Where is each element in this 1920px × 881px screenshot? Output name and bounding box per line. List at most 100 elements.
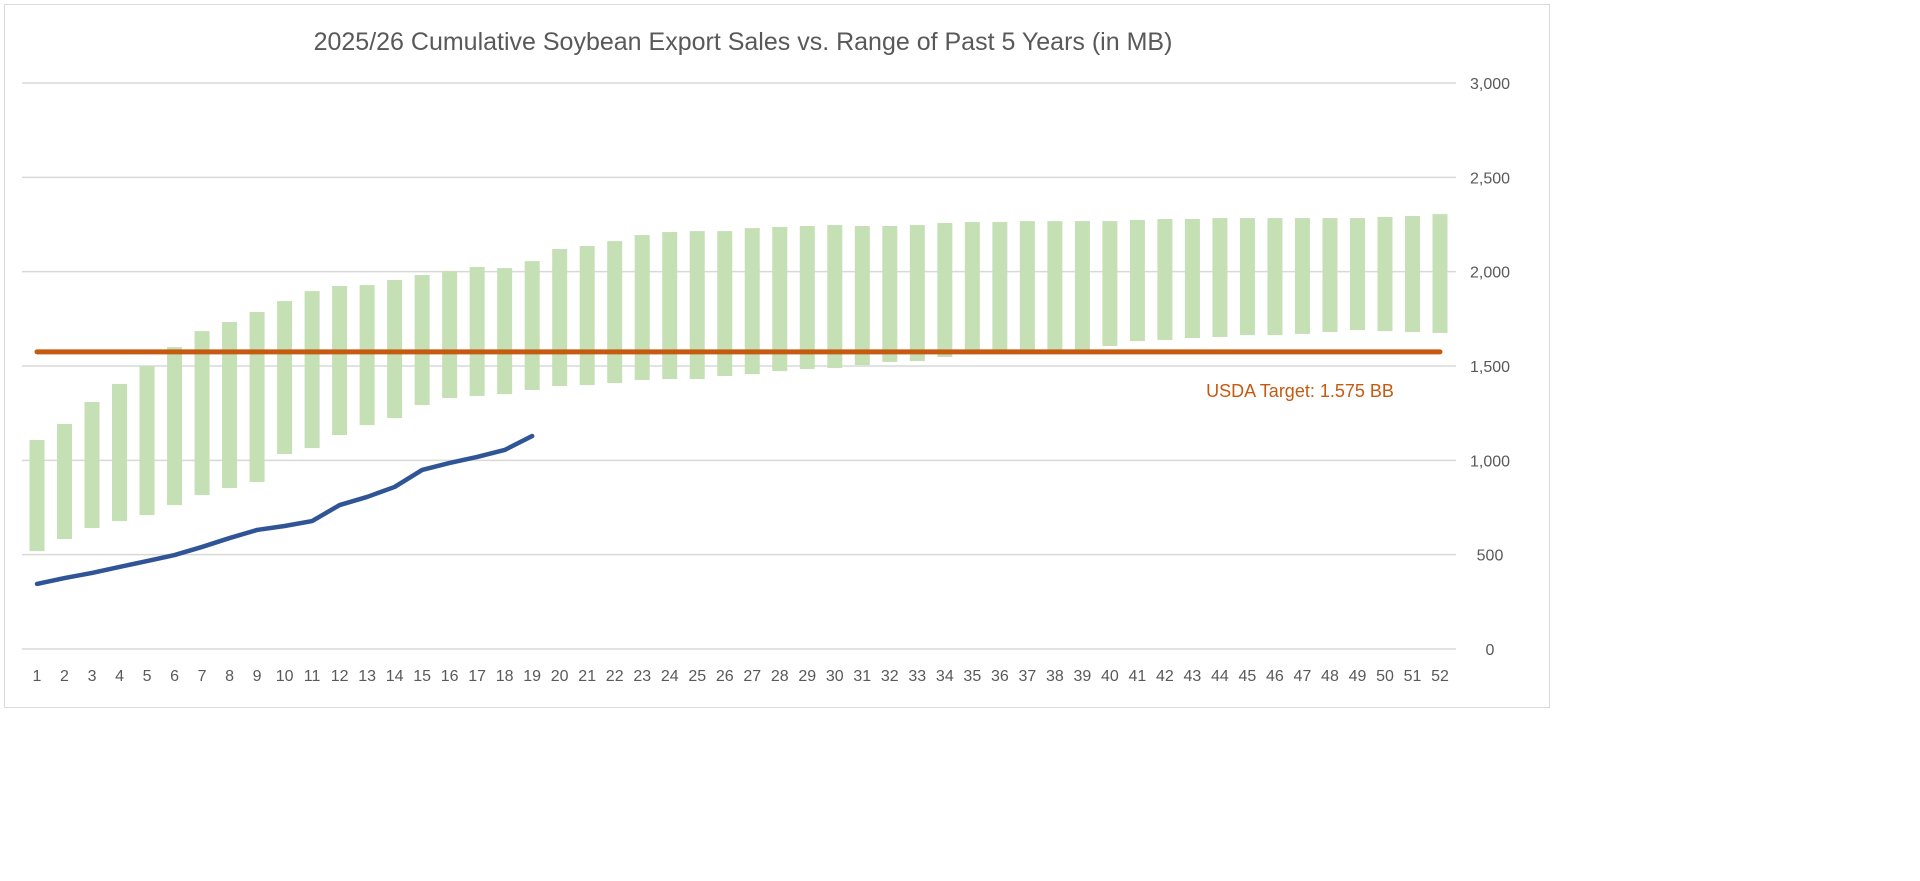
range-bar: [689, 231, 705, 380]
range-bar: [882, 226, 898, 363]
range-bar: [497, 268, 513, 395]
x-tick-label: 10: [276, 668, 294, 685]
x-tick-label: 2: [60, 668, 69, 685]
y-tick-label: 2,500: [1470, 170, 1510, 187]
x-tick-label: 3: [88, 668, 97, 685]
target-annotation: USDA Target: 1.575 BB: [1206, 381, 1394, 401]
y-tick-label: 1,500: [1470, 359, 1510, 376]
range-bar: [194, 331, 210, 496]
range-bar: [1129, 219, 1145, 342]
x-tick-label: 42: [1156, 668, 1174, 685]
x-tick-label: 41: [1128, 668, 1146, 685]
range-bar: [139, 366, 155, 516]
x-tick-label: 9: [253, 668, 262, 685]
range-bar: [277, 301, 293, 455]
range-bar: [607, 241, 623, 383]
y-tick-label: 500: [1477, 548, 1504, 565]
range-bar: [992, 222, 1008, 353]
x-tick-label: 40: [1101, 668, 1119, 685]
range-bar: [799, 226, 815, 370]
range-bar: [772, 226, 788, 372]
range-bar: [579, 246, 595, 386]
x-tick-label: 29: [798, 668, 816, 685]
range-bar: [1184, 219, 1200, 339]
x-tick-label: 28: [771, 668, 789, 685]
x-tick-label: 45: [1239, 668, 1257, 685]
x-tick-label: 24: [661, 668, 679, 685]
chart-frame: [4, 4, 1550, 708]
range-bar: [1267, 218, 1283, 336]
y-tick-label: 2,000: [1470, 265, 1510, 282]
range-bar: [552, 249, 568, 386]
x-tick-label: 6: [170, 668, 179, 685]
x-tick-label: 52: [1431, 668, 1449, 685]
range-bar: [167, 347, 183, 506]
x-tick-label: 39: [1073, 668, 1091, 685]
x-tick-label: 43: [1184, 668, 1202, 685]
range-bar: [854, 226, 870, 366]
x-tick-label: 26: [716, 668, 734, 685]
x-tick-label: 5: [143, 668, 152, 685]
range-bar: [112, 383, 128, 522]
x-tick-label: 34: [936, 668, 954, 685]
x-tick-label: 32: [881, 668, 899, 685]
x-tick-label: 23: [633, 668, 651, 685]
x-tick-label: 46: [1266, 668, 1284, 685]
y-tick-label: 1,000: [1470, 453, 1510, 470]
x-tick-label: 49: [1349, 668, 1367, 685]
range-bar: [222, 322, 238, 489]
range-bar: [717, 231, 733, 376]
x-tick-label: 1: [33, 668, 42, 685]
x-tick-label: 4: [115, 668, 124, 685]
range-bar: [1377, 216, 1393, 332]
x-tick-label: 17: [468, 668, 486, 685]
range-bar: [304, 291, 320, 449]
x-tick-label: 13: [358, 668, 376, 685]
range-bar: [469, 266, 485, 396]
x-tick-label: 15: [413, 668, 431, 685]
range-bar: [634, 235, 650, 380]
range-bar: [1349, 218, 1365, 330]
range-bar: [744, 228, 760, 375]
sales-2025-26-line: [34, 433, 535, 587]
x-tick-label: 36: [991, 668, 1009, 685]
x-tick-label: 8: [225, 668, 234, 685]
x-tick-label: 18: [496, 668, 514, 685]
x-tick-label: 19: [523, 668, 541, 685]
range-bar: [1404, 216, 1420, 333]
x-tick-label: 20: [551, 668, 569, 685]
range-bar: [909, 225, 925, 362]
range-bar: [414, 275, 430, 406]
x-tick-label: 12: [331, 668, 349, 685]
range-bar: [1102, 221, 1118, 347]
range-bar: [332, 286, 348, 436]
range-bar: [662, 232, 678, 380]
x-tick-label: 51: [1404, 668, 1422, 685]
x-tick-label: 47: [1294, 668, 1312, 685]
range-bar: [359, 285, 375, 426]
x-tick-label: 50: [1376, 668, 1394, 685]
y-tick-label: 3,000: [1470, 76, 1510, 93]
range-bar: [1294, 218, 1310, 334]
x-tick-label: 22: [606, 668, 624, 685]
x-tick-label: 48: [1321, 668, 1339, 685]
x-tick-label: 30: [826, 668, 844, 685]
range-bar: [442, 271, 458, 399]
range-bar: [524, 261, 540, 390]
range-bar: [1019, 221, 1035, 352]
x-tick-label: 14: [386, 668, 404, 685]
range-bar: [1239, 218, 1255, 336]
range-bar: [57, 423, 73, 540]
range-bar: [387, 279, 403, 419]
x-tick-label: 27: [743, 668, 761, 685]
range-bar: [29, 439, 45, 552]
range-bar: [1432, 214, 1448, 333]
x-tick-label: 11: [304, 668, 321, 685]
x-tick-label: 7: [198, 668, 207, 685]
x-tick-label: 44: [1211, 668, 1229, 685]
range-bar: [1157, 219, 1173, 340]
x-tick-label: 31: [853, 668, 871, 685]
range-bar: [1322, 218, 1338, 333]
x-tick-label: 37: [1018, 668, 1036, 685]
